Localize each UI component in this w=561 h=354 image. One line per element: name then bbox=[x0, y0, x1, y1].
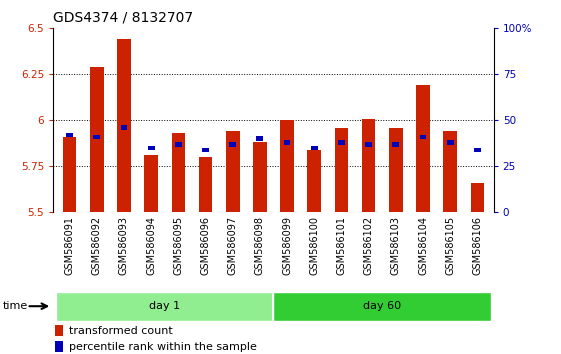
Bar bbox=[416, 85, 430, 212]
Text: GSM586099: GSM586099 bbox=[282, 216, 292, 275]
Bar bbox=[226, 131, 240, 212]
Text: GSM586102: GSM586102 bbox=[364, 216, 374, 275]
Text: time: time bbox=[3, 301, 28, 311]
Text: percentile rank within the sample: percentile rank within the sample bbox=[68, 342, 256, 352]
Text: GSM586106: GSM586106 bbox=[472, 216, 482, 275]
Bar bbox=[199, 157, 212, 212]
Bar bbox=[93, 135, 100, 139]
Text: GSM586091: GSM586091 bbox=[65, 216, 75, 275]
Text: GSM586101: GSM586101 bbox=[337, 216, 347, 275]
Bar bbox=[335, 128, 348, 212]
Text: GSM586103: GSM586103 bbox=[391, 216, 401, 275]
Bar bbox=[447, 140, 454, 145]
Text: day 60: day 60 bbox=[363, 301, 401, 311]
Bar bbox=[471, 183, 484, 212]
Bar bbox=[274, 292, 491, 321]
Text: GSM586096: GSM586096 bbox=[200, 216, 210, 275]
Bar bbox=[56, 325, 63, 336]
Text: GSM586092: GSM586092 bbox=[92, 216, 102, 275]
Bar bbox=[63, 137, 76, 212]
Text: transformed count: transformed count bbox=[68, 326, 172, 336]
Bar bbox=[443, 131, 457, 212]
Bar bbox=[56, 341, 63, 353]
Bar bbox=[420, 135, 426, 139]
Bar bbox=[229, 142, 236, 147]
Text: GSM586095: GSM586095 bbox=[173, 216, 183, 275]
Bar bbox=[389, 128, 403, 212]
Bar bbox=[256, 136, 263, 141]
Text: GSM586098: GSM586098 bbox=[255, 216, 265, 275]
Bar bbox=[365, 142, 372, 147]
Text: GSM586093: GSM586093 bbox=[119, 216, 129, 275]
Bar bbox=[121, 125, 127, 130]
Bar bbox=[311, 146, 318, 150]
Bar bbox=[474, 148, 481, 152]
Text: GSM586105: GSM586105 bbox=[445, 216, 455, 275]
Bar bbox=[117, 39, 131, 212]
Text: GSM586094: GSM586094 bbox=[146, 216, 156, 275]
Bar bbox=[202, 148, 209, 152]
Text: GSM586100: GSM586100 bbox=[309, 216, 319, 275]
Bar bbox=[148, 146, 155, 150]
Bar bbox=[362, 119, 375, 212]
Bar bbox=[175, 142, 182, 147]
Bar bbox=[307, 150, 321, 212]
Bar bbox=[338, 140, 345, 145]
Bar bbox=[56, 292, 274, 321]
Text: GSM586097: GSM586097 bbox=[228, 216, 238, 275]
Text: day 1: day 1 bbox=[149, 301, 180, 311]
Bar bbox=[66, 133, 73, 137]
Bar bbox=[90, 67, 104, 212]
Bar bbox=[144, 155, 158, 212]
Bar bbox=[392, 142, 399, 147]
Text: GDS4374 / 8132707: GDS4374 / 8132707 bbox=[53, 11, 194, 25]
Bar bbox=[280, 120, 294, 212]
Bar bbox=[172, 133, 185, 212]
Bar bbox=[253, 142, 266, 212]
Text: GSM586104: GSM586104 bbox=[418, 216, 428, 275]
Bar bbox=[284, 140, 291, 145]
